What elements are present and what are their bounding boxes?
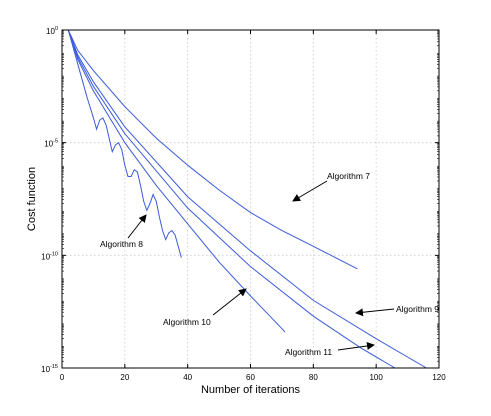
x-tick-label: 100: [369, 373, 383, 382]
annotations: Algorithm 7 Algorithm 8 Algorithm 10 Algori…: [100, 171, 439, 357]
x-tick-labels: 0 20 40 60 80 100 120: [60, 373, 446, 382]
y-tick-label: 10-15: [41, 364, 58, 374]
x-tick-label: 0: [60, 373, 65, 382]
series-line-algorithm-8: [67, 29, 182, 258]
annotation-label-algorithm-9: Algorithm 9: [396, 304, 439, 314]
y-axis-label: Cost function: [26, 167, 38, 231]
annotation-label-algorithm-7: Algorithm 7: [327, 171, 370, 181]
x-tick-label: 120: [432, 373, 446, 382]
x-tick-label: 20: [120, 373, 129, 382]
x-axis-label: Number of iterations: [201, 384, 301, 396]
y-tick-label: 100: [46, 26, 58, 36]
y-tick-labels: 100 10-5 10-10 10-15: [41, 26, 58, 374]
annotation-arrow-algorithm-11: [337, 342, 375, 351]
series-line-algorithm-10: [67, 29, 286, 333]
series-lines: [67, 29, 427, 369]
series-line-algorithm-7: [67, 29, 358, 270]
annotation-arrow-algorithm-8: [127, 214, 147, 239]
annotation-label-algorithm-11: Algorithm 11: [285, 347, 332, 357]
annotation-arrow-algorithm-7: [292, 180, 328, 202]
y-tick-label: 10-5: [44, 139, 58, 149]
y-tick-label: 10-10: [41, 251, 58, 261]
grid: [62, 30, 439, 368]
x-tick-label: 80: [309, 373, 318, 382]
series-line-algorithm-9: [67, 29, 427, 369]
series-line-algorithm-11: [67, 29, 396, 369]
tick-marks: [61, 29, 440, 369]
x-tick-label: 60: [246, 373, 255, 382]
annotation-label-algorithm-8: Algorithm 8: [100, 239, 143, 249]
x-tick-label: 40: [183, 373, 192, 382]
annotation-arrow-algorithm-10: [212, 288, 247, 316]
annotation-label-algorithm-10: Algorithm 10: [163, 317, 211, 327]
annotation-arrow-algorithm-9: [355, 308, 395, 317]
